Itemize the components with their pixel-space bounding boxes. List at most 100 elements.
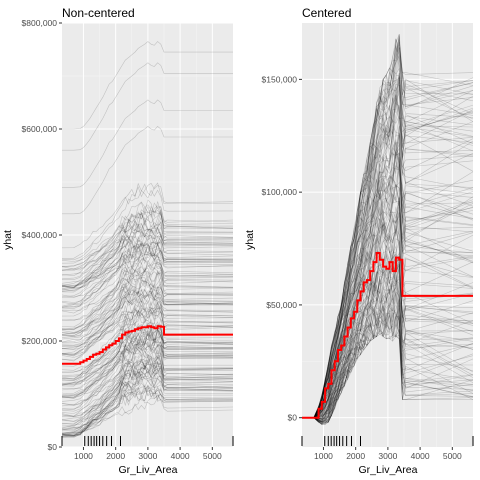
ice-line [302, 72, 474, 418]
ice-line [61, 233, 234, 276]
ice-line [302, 279, 474, 421]
ice-line [302, 268, 474, 420]
ice-line [302, 86, 474, 418]
ice-line [302, 284, 474, 420]
ice-line [302, 78, 474, 418]
ice-line [61, 358, 234, 414]
ice-line [302, 287, 474, 423]
pdp-line [62, 325, 233, 365]
ice-line [61, 288, 234, 335]
ice-line [61, 372, 234, 417]
ice-line [62, 62, 233, 151]
ice-line [61, 364, 234, 422]
x-axis-left: 1000 2000 3000 4000 5000 [74, 447, 222, 461]
ice-line [61, 371, 234, 431]
ice-line [61, 330, 234, 385]
y-axis-right: $0 $50,000 $100,000 $150,000 [262, 74, 302, 423]
ice-line [61, 278, 234, 333]
ice-line [61, 344, 234, 428]
ice-line [61, 338, 234, 417]
ice-line [302, 255, 474, 420]
ice-line [61, 361, 234, 437]
ice-line [302, 192, 474, 418]
x-tick-label: 2000 [106, 451, 125, 461]
ice-line [61, 210, 234, 267]
ice-line [61, 259, 234, 328]
ice-line [61, 350, 233, 407]
y-tick-label: $100,000 [262, 187, 298, 197]
ice-line [302, 288, 474, 423]
ice-line [61, 229, 234, 284]
ice-line [61, 286, 234, 349]
ice-line [61, 204, 234, 286]
x-tick-label: 4000 [171, 451, 190, 461]
ice-line [61, 199, 234, 271]
ice-line [302, 117, 474, 418]
ice-line [61, 305, 233, 347]
ice-line [302, 38, 474, 418]
y-axis-title-left: yhat [2, 230, 14, 250]
ice-line [61, 386, 234, 438]
ice-line [302, 184, 474, 418]
ice-line [61, 258, 234, 336]
ice-line [302, 115, 474, 418]
ice-line [302, 299, 474, 425]
y-tick-label: $200,000 [22, 336, 58, 346]
ice-line [302, 286, 474, 422]
ice-line [302, 38, 474, 418]
ice-line [302, 34, 474, 418]
ice-line [61, 301, 234, 379]
ice-line [61, 242, 234, 292]
ice-line [61, 210, 234, 281]
ice-line [302, 77, 474, 418]
ice-line [61, 368, 234, 437]
ice-line [61, 235, 234, 288]
ice-line [302, 302, 474, 422]
ice-line [302, 46, 474, 418]
ice-line [302, 76, 474, 418]
x-axis-title-left: Gr_Liv_Area [119, 464, 178, 476]
ice-line [61, 286, 234, 343]
ice-line [61, 386, 234, 430]
ice-line [302, 303, 474, 422]
ice-line [61, 222, 234, 290]
ice-line [61, 269, 234, 336]
ice-line [61, 360, 234, 407]
ice-line [302, 276, 474, 421]
rug-right [301, 436, 474, 446]
ice-line [61, 223, 234, 288]
ice-line [62, 125, 233, 215]
ice-line [302, 77, 474, 418]
ice-line [61, 259, 234, 330]
ice-line [61, 386, 234, 434]
x-axis-title-right: Gr_Liv_Area [359, 464, 418, 476]
ice-line [302, 187, 474, 418]
ice-line [302, 251, 474, 418]
ice-line [61, 233, 234, 292]
ice-line [61, 356, 234, 397]
ice-line [302, 90, 474, 418]
ice-line [61, 333, 234, 398]
ice-line [61, 329, 234, 410]
ice-line [302, 223, 474, 418]
ice-line [302, 168, 474, 418]
ice-line [61, 267, 234, 338]
panel-non-centered: Non-centered $0$200,000$400,000$600,000$… [2, 6, 234, 476]
ice-line [302, 317, 474, 425]
ice-line [61, 330, 234, 386]
ice-line [302, 151, 474, 418]
ice-line [61, 240, 234, 288]
ice-line [61, 365, 234, 438]
ice-line [302, 106, 474, 418]
y-tick-label: $800,000 [22, 18, 58, 28]
ice-line [302, 143, 474, 418]
ice-line [61, 253, 234, 331]
ice-line [302, 196, 474, 418]
pdp-line [302, 252, 473, 419]
ice-line [61, 269, 234, 356]
ice-line [302, 34, 474, 418]
ice-line [302, 253, 474, 421]
ice-line [62, 182, 234, 259]
ice-line [302, 309, 474, 424]
ice-line [61, 231, 234, 271]
